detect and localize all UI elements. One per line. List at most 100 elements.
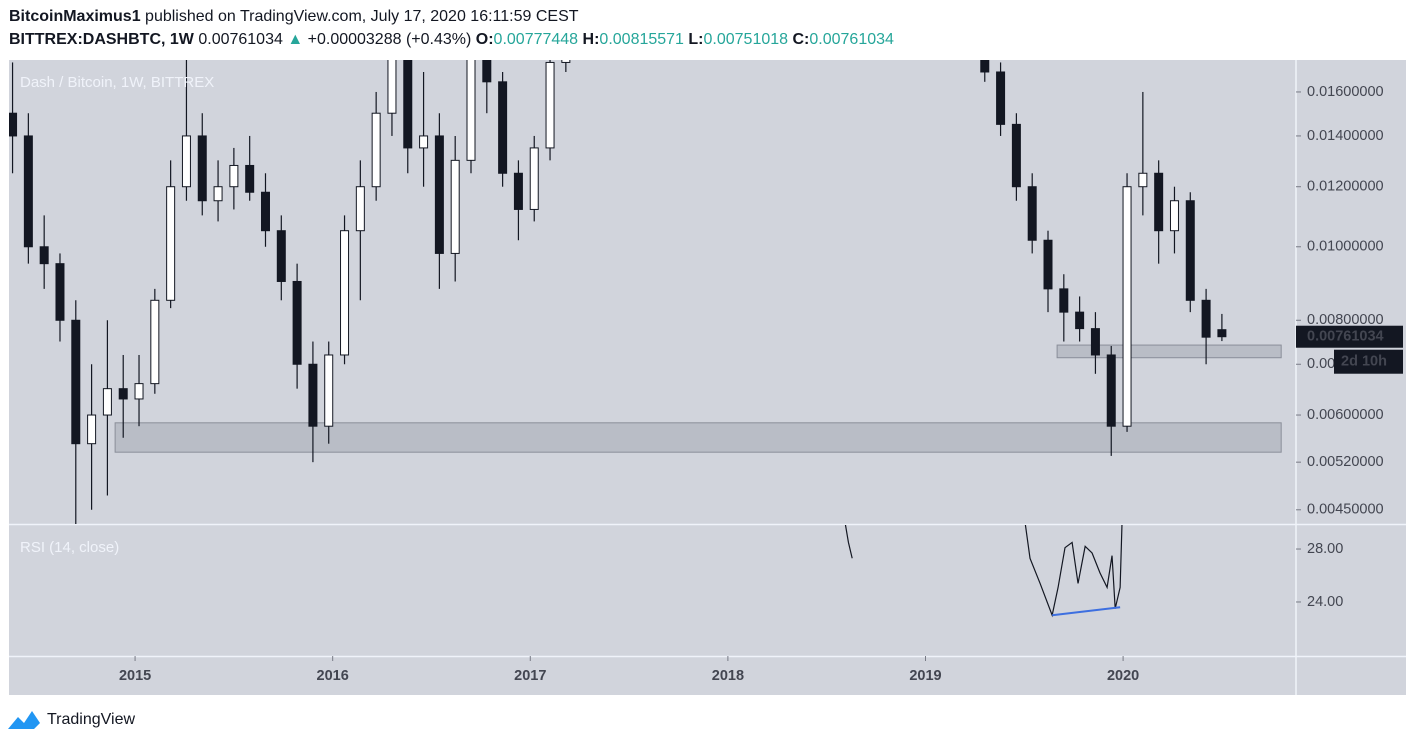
candle-body — [324, 354, 334, 427]
candle-body — [466, 60, 476, 161]
candle-body — [134, 383, 144, 400]
last-price-label: 0.00761034 — [1307, 329, 1384, 345]
rsi-pane — [844, 525, 1123, 618]
symbol: BITTREX:DASHBTC, 1W — [9, 31, 195, 48]
candle-body — [1201, 299, 1211, 338]
candle-body — [340, 230, 350, 356]
candle-body — [292, 280, 302, 365]
candle-body — [371, 112, 381, 188]
c: 0.00761034 — [809, 31, 894, 48]
candle-body — [1106, 354, 1116, 427]
candle-body — [1138, 172, 1148, 188]
candle-body — [87, 414, 97, 445]
h-label: H: — [583, 31, 600, 48]
support-zone — [1056, 344, 1282, 359]
support-zone — [114, 422, 1282, 453]
candle-body — [1122, 186, 1132, 427]
x-tick-label: 2018 — [712, 668, 744, 684]
candle-body — [355, 186, 365, 232]
candle-body — [1075, 311, 1085, 330]
y-tick-label: 0.01200000 — [1307, 179, 1384, 195]
price-pane — [9, 0, 1282, 524]
logo — [8, 711, 40, 729]
y-tick-label: 28.00 — [1307, 541, 1343, 557]
trendline — [1052, 606, 1121, 617]
candle-body — [941, 0, 949, 18]
h: 0.00815571 — [599, 31, 684, 48]
change: +0.00003288 (+0.43%) — [308, 31, 472, 48]
candle-body — [980, 60, 990, 73]
candle-body — [561, 60, 571, 63]
y-tick-label: 0.00800000 — [1307, 312, 1384, 328]
candle-body — [150, 299, 160, 385]
candle-body — [482, 60, 492, 83]
candle-body — [434, 135, 444, 254]
y-tick-label: 0.00520000 — [1307, 454, 1384, 470]
candle-body — [513, 172, 523, 210]
candle-body — [23, 135, 33, 248]
candle-body — [529, 147, 539, 210]
published: published on TradingView.com, July 17, 2… — [145, 8, 579, 25]
brand: TradingView — [47, 711, 135, 728]
candle-body — [181, 135, 191, 188]
countdown-label: 2d 10h — [1341, 354, 1387, 370]
candle-body — [276, 230, 286, 282]
candle-body — [1090, 328, 1100, 356]
last-price-tag — [1296, 325, 1403, 348]
y-tick-label: 0.01000000 — [1307, 239, 1384, 255]
price-pane-title: Dash / Bitcoin, 1W, BITTREX — [20, 74, 214, 91]
countdown-tag — [1334, 349, 1403, 374]
candle-body — [308, 363, 318, 427]
candle-body — [1154, 172, 1164, 232]
y-tick-label: 0.01600000 — [1307, 84, 1384, 100]
candle-body — [102, 388, 112, 416]
header-line-2: BITTREX:DASHBTC, 1W 0.00761034 ▲ +0.0000… — [9, 31, 894, 48]
last: 0.00761034 — [198, 31, 283, 48]
candle-body — [166, 186, 176, 301]
y-tick-label: 0.00600000 — [1307, 407, 1384, 423]
chart-background — [9, 60, 1406, 695]
y-tick-label: 24.00 — [1307, 594, 1343, 610]
candle-body — [245, 164, 255, 193]
x-tick-label: 2017 — [514, 668, 546, 684]
candle-body — [39, 246, 49, 265]
candle-body — [197, 135, 207, 202]
candle-body — [9, 112, 18, 137]
candle-body — [545, 61, 555, 149]
candle-body — [1185, 200, 1195, 301]
candle-body — [450, 159, 460, 254]
candle-body — [213, 186, 223, 202]
y-tick-label: 0.01400000 — [1307, 128, 1384, 144]
candle-body — [1169, 200, 1179, 232]
candle-body — [403, 60, 413, 149]
c-label: C: — [793, 31, 810, 48]
l-label: L: — [688, 31, 703, 48]
candle-body — [260, 191, 270, 232]
rsi-pane-title: RSI (14, close) — [20, 539, 119, 556]
l: 0.00751018 — [704, 31, 789, 48]
candle-body — [1059, 288, 1069, 313]
candle-body — [419, 135, 429, 149]
candle-body — [55, 263, 65, 321]
o-label: O: — [476, 31, 494, 48]
candle-body — [71, 319, 81, 445]
candle-body — [996, 71, 1006, 125]
candle-body — [1217, 329, 1227, 338]
author: BitcoinMaximus1 — [9, 8, 141, 25]
x-tick-label: 2019 — [909, 668, 941, 684]
rsi-line — [844, 525, 853, 559]
candle-body — [387, 60, 397, 114]
candle-body — [118, 388, 128, 400]
o: 0.00777448 — [494, 31, 579, 48]
candle-body — [1011, 123, 1021, 188]
candle-body — [1027, 186, 1037, 241]
arrow: ▲ — [287, 31, 303, 48]
candle-body — [229, 164, 239, 188]
x-tick-label: 2020 — [1107, 668, 1139, 684]
candle-body — [498, 81, 508, 174]
candle-body — [1043, 239, 1053, 290]
x-tick-label: 2016 — [317, 668, 349, 684]
x-tick-label: 2015 — [119, 668, 151, 684]
axes: 0.01600000 0.01400000 0.01200000 0.01000000… — [119, 84, 1403, 684]
